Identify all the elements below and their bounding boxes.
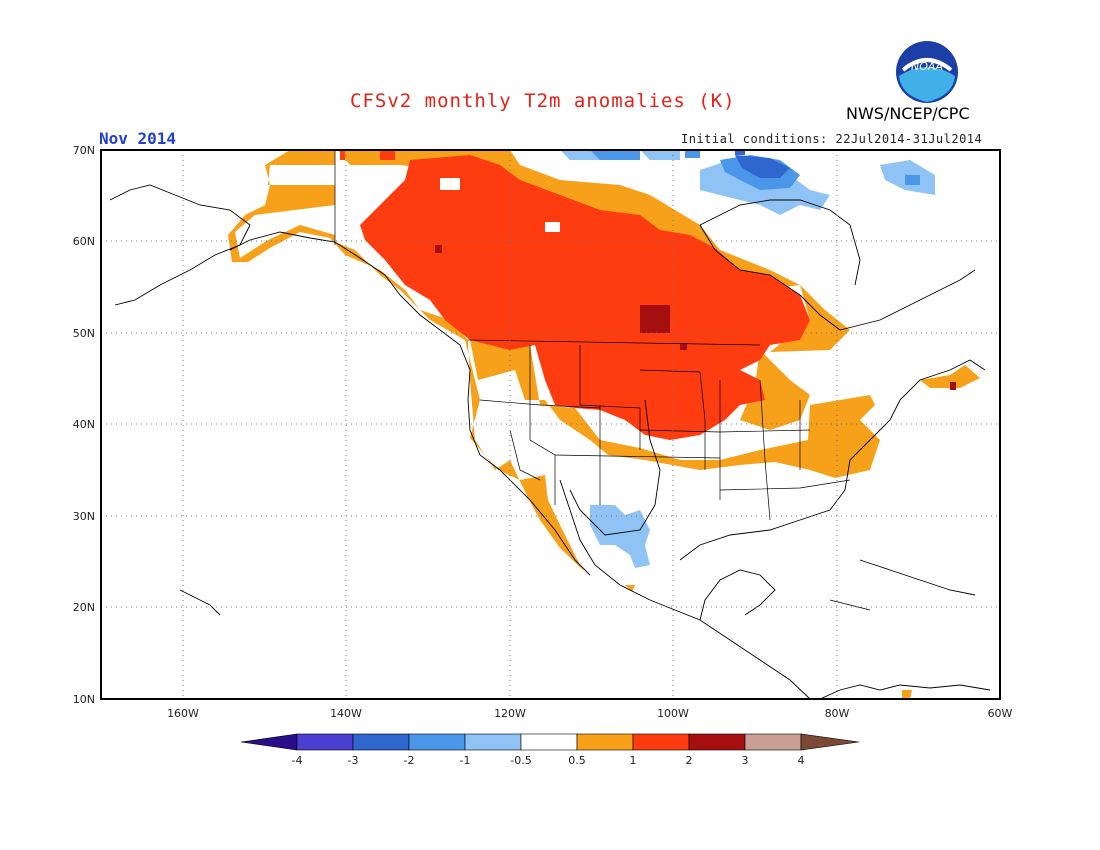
lon-label-80w: 80W [825,707,850,720]
colorbar-tick-label: -3 [348,754,359,767]
colorbar-tick-label: 3 [742,754,749,767]
lat-label-60n: 60N [73,235,95,248]
colorbar-tick-label: 0.5 [568,754,586,767]
colorbar-tick-label: -1 [460,754,471,767]
colorbar-swatch [576,733,634,751]
lat-label-20n: 20N [73,601,95,614]
map-frame [100,149,1001,700]
map-title: CFSv2 monthly T2m anomalies (K) [350,90,736,112]
initial-conditions-label: Initial conditions: 22Jul2014-31Jul2014 [681,132,983,146]
lat-label-70n: 70N [73,144,95,157]
colorbar-tick-label: 1 [630,754,637,767]
lon-label-160w: 160W [167,707,199,720]
colorbar-swatch [520,733,578,751]
colorbar-swatch [464,733,522,751]
lon-label-100w: 100W [657,707,689,720]
colorbar-swatch [744,733,802,751]
colorbar-tick-label: 4 [798,754,805,767]
agency-label: NWS/NCEP/CPC [846,104,970,123]
colorbar-swatch [352,733,410,751]
month-label: Nov 2014 [99,129,177,148]
colorbar-tick-label: -4 [292,754,303,767]
noaa-logo: NOAA [895,40,959,109]
political-borders [334,150,851,521]
lat-label-10n: 10N [73,693,95,706]
colorbar-tick-label: -0.5 [510,754,531,767]
svg-text:NOAA: NOAA [911,60,943,73]
colorbar-swatch [632,733,690,751]
colorbar-arrow-high [800,733,860,751]
lon-label-140w: 140W [330,707,362,720]
colorbar-swatch [408,733,466,751]
lat-label-40n: 40N [73,418,95,431]
longitude-labels: 160W 140W 120W 100W 80W 60W [167,707,1012,720]
lon-label-120w: 120W [494,707,526,720]
colorbar-swatch [296,733,354,751]
colorbar-swatch [688,733,746,751]
coastlines [109,184,991,699]
colorbar-tick-label: -2 [404,754,415,767]
lat-label-50n: 50N [73,327,95,340]
lat-label-30n: 30N [73,510,95,523]
anomaly-2-3-region [435,245,956,390]
map-area [101,150,1000,699]
colorbar: -4 -3 -2 -1 -0.5 0.5 1 2 3 4 [240,733,860,767]
colorbar-arrow-low [240,733,298,751]
colorbar-tick-label: 2 [686,754,693,767]
anomaly-minus-2-3-region [735,150,790,178]
anomaly-1-2-region [340,150,810,440]
latitude-labels: 70N 60N 50N 40N 30N 20N 10N [73,144,95,706]
lon-label-60w: 60W [988,707,1013,720]
